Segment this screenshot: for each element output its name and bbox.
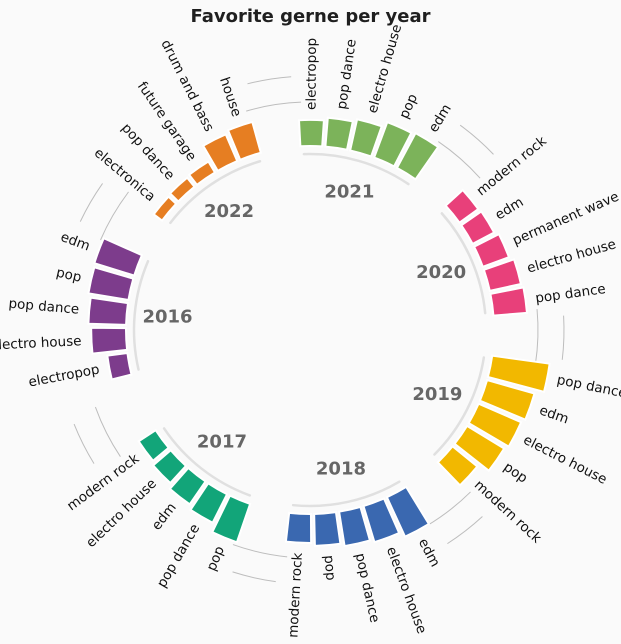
bar: [313, 511, 342, 547]
bar: [106, 351, 133, 381]
separator-arc: [232, 544, 288, 558]
bar: [482, 258, 523, 292]
bar-label: edm: [426, 101, 455, 135]
bar-label: pop: [396, 92, 421, 122]
bar-label: pop dance: [352, 552, 383, 625]
group-baseline-arc: [162, 427, 252, 497]
bar: [168, 176, 196, 203]
bar-label: edm: [492, 194, 526, 223]
group-baseline-arc: [132, 259, 150, 371]
bar: [372, 120, 413, 168]
bar-label: electro house: [0, 333, 82, 353]
bar-label: pop: [321, 554, 339, 581]
separator-arc: [426, 491, 471, 527]
bar-label: pop: [55, 265, 83, 286]
year-label: 2019: [412, 384, 462, 405]
bar-label: modern rock: [471, 477, 545, 547]
year-label: 2016: [142, 307, 192, 328]
group-baseline-arc: [440, 212, 487, 315]
bar-label: edm: [415, 536, 443, 570]
bar-label: electro house: [521, 432, 610, 488]
separator-arc: [79, 183, 103, 222]
bar: [168, 466, 207, 506]
group-baseline-arc: [291, 480, 401, 508]
bar: [324, 116, 355, 151]
bar-label: house: [216, 75, 244, 119]
bar: [385, 485, 431, 539]
bar: [93, 236, 144, 277]
bar-label: electropop: [27, 362, 101, 391]
bar-label: electro house: [365, 23, 406, 115]
chart-title: Favorite gerne per year: [190, 6, 431, 27]
bars: [87, 116, 551, 548]
bar: [210, 494, 252, 544]
bar: [226, 120, 263, 162]
bar: [436, 444, 479, 487]
bar: [152, 195, 178, 222]
bar-label: pop: [500, 459, 530, 487]
bar: [297, 118, 325, 148]
bar: [472, 232, 511, 269]
separator-arc: [438, 141, 481, 179]
bar-label: modern rock: [285, 552, 306, 638]
bar-label: modern rock: [474, 133, 550, 199]
separator-arc: [447, 516, 483, 545]
separator-arc: [534, 309, 539, 365]
bar: [489, 286, 529, 317]
separator-arc: [100, 191, 129, 241]
bar-label: pop dance: [534, 281, 606, 307]
bar: [467, 402, 523, 448]
bar-label: pop dance: [555, 372, 621, 402]
group-baseline-arc: [169, 160, 262, 225]
bar-label: edm: [149, 500, 180, 534]
bar-label: pop dance: [334, 38, 360, 110]
separator-arc: [246, 101, 302, 112]
bar: [478, 378, 536, 421]
bar: [189, 481, 229, 525]
bar: [284, 511, 313, 545]
group-baseline-arc: [433, 356, 486, 456]
bar: [486, 354, 551, 394]
bar-label: edm: [537, 402, 571, 427]
bar-label: electro house: [525, 236, 618, 276]
bar-label: edm: [58, 229, 92, 255]
group-baseline-arc: [302, 152, 410, 186]
bar-label: electro house: [383, 545, 430, 636]
year-labels: 2016 2022 2021 2020 2019 2018 2017: [142, 182, 466, 480]
bar: [459, 209, 496, 246]
separator-arc: [247, 76, 292, 85]
year-label: 2021: [324, 182, 374, 203]
year-label: 2017: [197, 432, 247, 453]
bar: [87, 296, 130, 326]
separator-arc: [561, 315, 565, 360]
bar: [453, 424, 506, 473]
year-label: 2022: [204, 201, 254, 222]
bar: [395, 131, 440, 181]
bar-label: pop dance: [8, 296, 80, 318]
bar-label: pop: [204, 544, 228, 574]
bar: [348, 118, 383, 158]
bar: [362, 497, 401, 544]
bar: [90, 326, 129, 355]
bar: [151, 448, 188, 485]
bar: [187, 160, 217, 187]
bar: [201, 133, 239, 173]
separator-arc: [73, 423, 95, 464]
separator-arc: [232, 571, 276, 583]
bar: [337, 505, 372, 548]
bar: [87, 266, 135, 302]
bar: [137, 428, 171, 463]
year-label: 2018: [316, 459, 366, 480]
separator-arc: [459, 124, 494, 155]
year-label: 2020: [416, 262, 466, 283]
separator-arc: [94, 406, 121, 457]
bar-label: electropop: [304, 38, 321, 110]
bar: [444, 188, 480, 225]
